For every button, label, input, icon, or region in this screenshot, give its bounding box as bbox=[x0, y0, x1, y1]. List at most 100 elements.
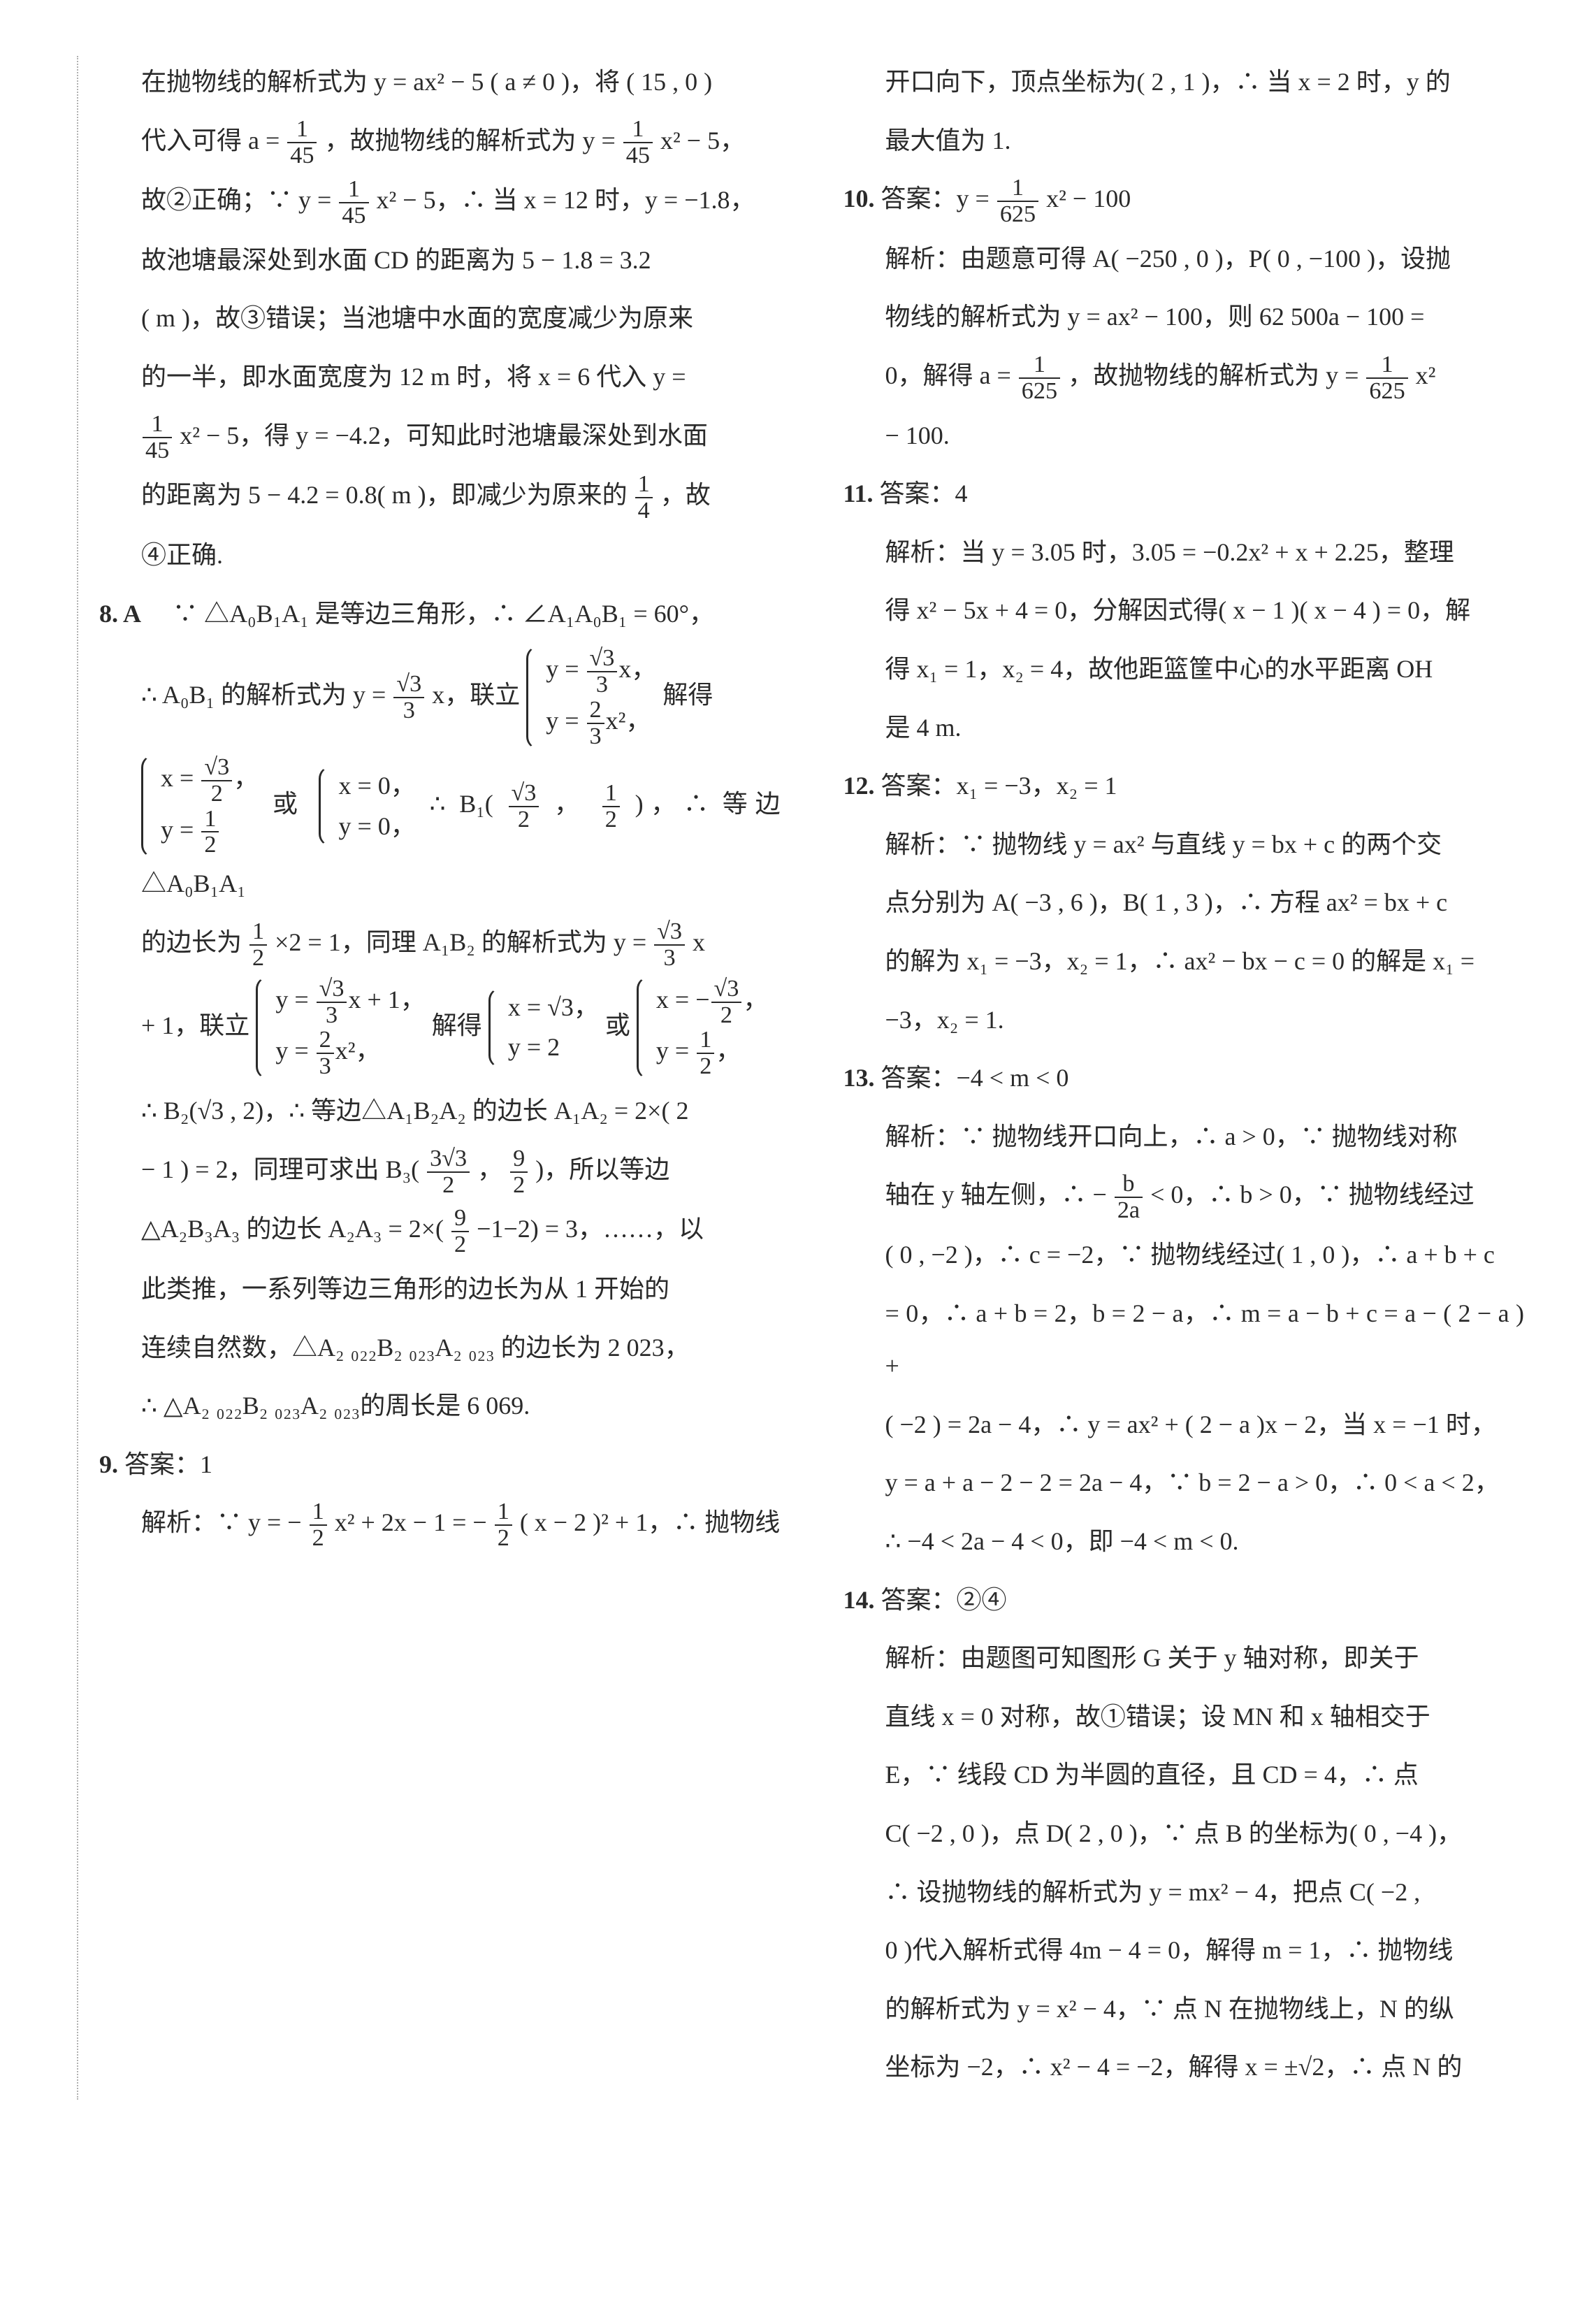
paragraph: 得 x₁ = 1，x₂ = 4，故他距篮筐中心的水平距离 OH bbox=[843, 643, 1525, 696]
paragraph: ∴ A₀B₁ 的解析式为 y = √33 x，联立 y = √33x， y = … bbox=[99, 646, 781, 749]
text: 在抛物线的解析式为 y = ax² − 5 ( a ≠ 0 )，将 ( 15 ,… bbox=[141, 68, 712, 96]
text: ，故 bbox=[660, 481, 711, 509]
text: −1−2) = 3，……，以 bbox=[477, 1215, 704, 1243]
text: − 1 ) = 2，同理可求出 B₃( bbox=[141, 1155, 419, 1183]
text: x，联立 bbox=[432, 681, 526, 709]
fraction: 1625 bbox=[1366, 352, 1407, 404]
paragraph: 解析：∵ 抛物线 y = ax² 与直线 y = bx + c 的两个交 bbox=[843, 818, 1525, 872]
text: 轴在 y 轴左侧，∴ − bbox=[885, 1181, 1107, 1208]
paragraph: 解析：当 y = 3.05 时，3.05 = −0.2x² + x + 2.25… bbox=[843, 526, 1525, 579]
fraction: 14 bbox=[635, 472, 653, 524]
answer-label: 答案：②④ bbox=[881, 1586, 1007, 1614]
text: 解析：∵ 抛物线开口向上，∴ a > 0，∵ 抛物线对称 bbox=[885, 1123, 1458, 1150]
paragraph: 坐标为 −2，∴ x² − 4 = −2，解得 x = ±√2，∴ 点 N 的 bbox=[843, 2041, 1525, 2094]
paragraph: ∴ △A₂ ₀₂₂B₂ ₀₂₃A₂ ₀₂₃的周长是 6 069. bbox=[99, 1380, 781, 1433]
paragraph: E，∵ 线段 CD 为半圆的直径，且 CD = 4，∴ 点 bbox=[843, 1749, 1525, 1802]
paragraph: 轴在 y 轴左侧，∴ − b2a < 0，∴ b > 0，∵ 抛物线经过 bbox=[843, 1169, 1525, 1223]
text: 解得 bbox=[432, 1011, 488, 1039]
paragraph: 点分别为 A( −3 , 6 )，B( 1 , 3 )，∴ 方程 ax² = b… bbox=[843, 876, 1525, 930]
fraction: 145 bbox=[143, 412, 172, 463]
text: ，故抛物线的解析式为 y = bbox=[324, 127, 621, 154]
text: x² bbox=[1416, 361, 1436, 389]
question-14: 14. 答案：②④ bbox=[843, 1574, 1525, 1627]
paragraph: 解析：由题意可得 A( −250 , 0 )，P( 0 , −100 )，设抛 bbox=[843, 233, 1525, 286]
text: 物线的解析式为 y = ax² − 100，则 62 500a − 100 = bbox=[885, 303, 1425, 331]
text: 0 )代入解析式得 4m − 4 = 0，解得 m = 1，∴ 抛物线 bbox=[885, 1936, 1454, 1964]
paragraph: 的边长为 12 ×2 = 1，同理 A₁B₂ 的解析式为 y = √33 x bbox=[99, 916, 781, 971]
question-number: 10. bbox=[843, 185, 881, 212]
paragraph: 直线 x = 0 对称，故①错误；设 MN 和 x 轴相交于 bbox=[843, 1691, 1525, 1744]
text: 解析：由题意可得 A( −250 , 0 )，P( 0 , −100 )，设抛 bbox=[885, 245, 1451, 273]
text: 故②正确；∵ y = bbox=[141, 186, 338, 214]
left-column: 在抛物线的解析式为 y = ax² − 5 ( a ≠ 0 )，将 ( 15 ,… bbox=[77, 56, 781, 2100]
question-number: 11. bbox=[843, 479, 880, 507]
text: ∴ −4 < 2a − 4 < 0，即 −4 < m < 0. bbox=[885, 1527, 1239, 1555]
text: 的距离为 5 − 4.2 = 0.8( m )，即减少为原来的 bbox=[141, 481, 628, 509]
answer-label: 答案：1 bbox=[124, 1450, 212, 1478]
fraction: 12 bbox=[310, 1499, 327, 1551]
text: ∴ 设抛物线的解析式为 y = mx² − 4，把点 C( −2 , bbox=[885, 1878, 1421, 1906]
fraction: 12 bbox=[602, 781, 620, 832]
paragraph: = 0，∴ a + b = 2，b = 2 − a，∴ m = a − b + … bbox=[843, 1287, 1525, 1393]
text: x² − 5， bbox=[660, 127, 745, 154]
fraction: 92 bbox=[510, 1146, 528, 1198]
text: 或 bbox=[273, 790, 305, 818]
text: ∴ B₂(√3 , 2)，∴ 等边△A₁B₂A₂ 的边长 A₁A₂ = 2×( … bbox=[141, 1097, 688, 1125]
text: 的边长为 bbox=[141, 928, 242, 956]
question-9: 9. 答案：1 bbox=[99, 1438, 781, 1492]
paragraph: ∴ B₂(√3 , 2)，∴ 等边△A₁B₂A₂ 的边长 A₁A₂ = 2×( … bbox=[99, 1085, 781, 1138]
fraction: 12 bbox=[495, 1499, 512, 1551]
paragraph: 故池塘最深处到水面 CD 的距离为 5 − 1.8 = 3.2 bbox=[99, 234, 781, 287]
fraction: √32 bbox=[509, 781, 539, 832]
text: ∴ B₁( bbox=[430, 790, 493, 818]
text: 得 x² − 5x + 4 = 0，分解因式得( x − 1 )( x − 4 … bbox=[885, 596, 1471, 624]
question-11: 11. 答案：4 bbox=[843, 468, 1525, 521]
question-10: 10. 答案：y = 1625 x² − 100 bbox=[843, 173, 1525, 227]
text: ( −2 ) = 2a − 4，∴ y = ax² + ( 2 − a )x −… bbox=[885, 1410, 1496, 1438]
question-number: 13. bbox=[843, 1064, 881, 1092]
equation-system: y = √33x， y = 23x²， bbox=[526, 646, 656, 749]
text: E，∵ 线段 CD 为半圆的直径，且 CD = 4，∴ 点 bbox=[885, 1761, 1419, 1789]
question-12: 12. 答案：x₁ = −3，x₂ = 1 bbox=[843, 760, 1525, 813]
text: x bbox=[693, 928, 705, 956]
text: ， bbox=[477, 1155, 502, 1183]
paragraph: 得 x² − 5x + 4 = 0，分解因式得( x − 1 )( x − 4 … bbox=[843, 584, 1525, 637]
equation-system: y = √33x + 1， y = 23x²， bbox=[256, 976, 425, 1080]
text: 或 bbox=[605, 1011, 630, 1039]
paragraph: 0，解得 a = 1625 ，故抛物线的解析式为 y = 1625 x² bbox=[843, 349, 1525, 404]
text: −3，x₂ = 1. bbox=[885, 1006, 1004, 1034]
text: C( −2 , 0 )，点 D( 2 , 0 )，∵ 点 B 的坐标为( 0 ,… bbox=[885, 1819, 1463, 1847]
paragraph: ∴ 设抛物线的解析式为 y = mx² − 4，把点 C( −2 , bbox=[843, 1866, 1525, 1919]
paragraph: − 100. bbox=[843, 410, 1525, 463]
text: 连续自然数，△A₂ ₀₂₂B₂ ₀₂₃A₂ ₀₂₃ 的边长为 2 023， bbox=[141, 1334, 690, 1362]
paragraph: 解析：∵ 抛物线开口向上，∴ a > 0，∵ 抛物线对称 bbox=[843, 1111, 1525, 1164]
paragraph: △A₂B₃A₃ 的边长 A₂A₃ = 2×( 92 −1−2) = 3，……，以 bbox=[99, 1203, 781, 1257]
paragraph: 最大值为 1. bbox=[843, 115, 1525, 168]
text: 最大值为 1. bbox=[885, 127, 1011, 154]
paragraph: 代入可得 a = 145 ，故抛物线的解析式为 y = 145 x² − 5， bbox=[99, 115, 781, 169]
paragraph: 的解为 x₁ = −3，x₂ = 1，∴ ax² − bx − c = 0 的解… bbox=[843, 935, 1525, 988]
text: 解得 bbox=[662, 681, 713, 709]
paragraph: 是 4 m. bbox=[843, 702, 1525, 755]
text: 的解析式为 y = x² − 4，∵ 点 N 在抛物线上，N 的纵 bbox=[885, 1995, 1454, 2023]
text: ∵ △A₀B₁A₁ 是等边三角形，∴ ∠A₁A₀B₁ = 60°， bbox=[147, 600, 714, 628]
text: x² − 5，得 y = −4.2，可知此时池塘最深处到水面 bbox=[180, 421, 708, 449]
text: ∴ A₀B₁ 的解析式为 y = bbox=[141, 681, 392, 709]
paragraph: 故②正确；∵ y = 145 x² − 5，∴ 当 x = 12 时，y = −… bbox=[99, 174, 781, 229]
question-number: 14. bbox=[843, 1586, 881, 1614]
question-number: 8. A bbox=[99, 600, 141, 628]
fraction: 1625 bbox=[997, 175, 1038, 227]
text: ④正确. bbox=[141, 541, 223, 569]
answer-label: 答案：x₁ = −3，x₂ = 1 bbox=[881, 772, 1117, 800]
fraction: √33 bbox=[393, 672, 424, 723]
paragraph: 的一半，即水面宽度为 12 m 时，将 x = 6 代入 y = bbox=[99, 351, 781, 404]
paragraph: 物线的解析式为 y = ax² − 100，则 62 500a − 100 = bbox=[843, 291, 1525, 344]
fraction: 145 bbox=[623, 117, 653, 168]
fraction: 12 bbox=[249, 919, 267, 971]
fraction: 145 bbox=[339, 177, 368, 229]
text: 是 4 m. bbox=[885, 714, 962, 742]
text: 解析：当 y = 3.05 时，3.05 = −0.2x² + x + 2.25… bbox=[885, 538, 1454, 566]
text: ×2 = 1，同理 A₁B₂ 的解析式为 y = bbox=[275, 928, 653, 956]
text: 直线 x = 0 对称，故①错误；设 MN 和 x 轴相交于 bbox=[885, 1703, 1430, 1731]
text: 开口向下，顶点坐标为( 2 , 1 )，∴ 当 x = 2 时，y 的 bbox=[885, 68, 1451, 96]
